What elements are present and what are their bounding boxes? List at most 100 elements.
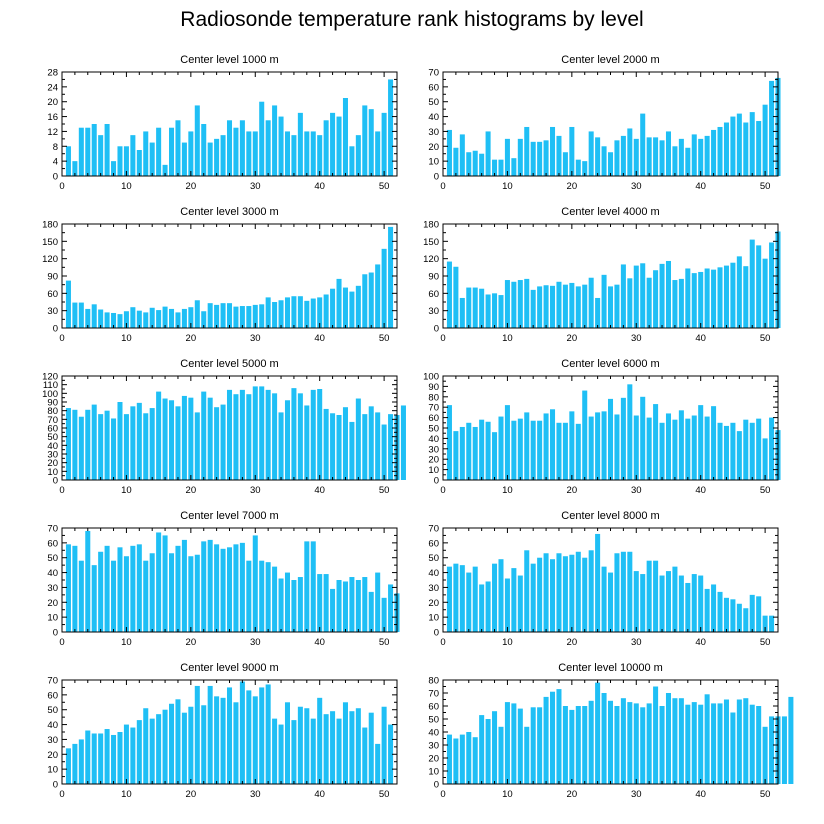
bar (65, 748, 71, 784)
bar (530, 141, 536, 176)
bar (517, 138, 523, 176)
bar (550, 285, 556, 328)
bar (246, 560, 252, 632)
y-tick-label: 90 (47, 398, 58, 409)
bar (723, 265, 729, 328)
y-tick-label: 70 (47, 415, 58, 426)
bar (123, 311, 129, 328)
bar (607, 700, 614, 784)
bar (201, 705, 207, 784)
y-tick-label: 4 (53, 157, 58, 168)
bar (543, 285, 549, 328)
bar (85, 530, 91, 632)
y-tick-label: 10 (47, 613, 58, 624)
bar (517, 708, 523, 784)
bar (575, 159, 581, 176)
panel-title: Center level 3000 m (180, 206, 278, 218)
x-tick-label: 10 (502, 181, 513, 192)
y-tick-label: 30 (428, 741, 439, 752)
bar (317, 697, 323, 784)
bar (653, 560, 659, 632)
bar (472, 426, 478, 480)
bar (575, 423, 581, 480)
bar (524, 412, 530, 480)
bar (517, 575, 523, 632)
bar (207, 303, 213, 328)
x-tick-label: 20 (567, 181, 578, 192)
y-tick-label: 12 (47, 127, 58, 138)
bar (749, 422, 755, 480)
bar (743, 122, 749, 176)
bar (291, 135, 297, 176)
bar (550, 409, 556, 480)
bar (233, 394, 239, 480)
bar (388, 724, 394, 784)
bar (453, 738, 459, 784)
bar (169, 127, 175, 176)
bar (769, 716, 775, 784)
x-tick-label: 10 (502, 637, 513, 648)
bar (130, 545, 136, 632)
bar (704, 416, 710, 480)
bar (85, 730, 91, 784)
bar (252, 386, 258, 480)
bar (310, 718, 316, 784)
bar (498, 726, 504, 784)
bar (640, 263, 646, 328)
x-tick-label: 30 (631, 333, 642, 344)
bar (297, 706, 303, 784)
bar (330, 588, 336, 632)
bar (633, 571, 639, 632)
bar (769, 242, 775, 328)
x-tick-label: 40 (314, 789, 325, 800)
bar (543, 413, 549, 480)
x-tick-label: 30 (250, 333, 261, 344)
x-tick-label: 30 (631, 637, 642, 648)
bar (472, 566, 478, 632)
bar (297, 393, 303, 480)
bar (214, 544, 220, 632)
bar (717, 591, 723, 632)
y-tick-label: 30 (428, 306, 439, 317)
bar (156, 532, 162, 632)
y-tick-label: 70 (428, 403, 439, 414)
y-tick-label: 30 (428, 127, 439, 138)
bar (143, 312, 149, 328)
bar (304, 131, 310, 176)
bar (310, 389, 316, 480)
y-tick-label: 120 (423, 254, 439, 265)
bar (388, 584, 394, 632)
y-tick-label: 10 (428, 767, 439, 778)
y-tick-label: 20 (428, 754, 439, 765)
bar (143, 708, 149, 784)
bar (259, 101, 265, 176)
bar (485, 131, 491, 176)
bar (569, 126, 575, 176)
bar (194, 685, 200, 784)
bar (78, 416, 84, 480)
y-tick-label: 90 (428, 382, 439, 393)
bar (349, 291, 355, 328)
bar (504, 702, 510, 784)
bar (453, 266, 459, 328)
bar (156, 310, 162, 328)
x-tick-label: 0 (59, 637, 64, 648)
x-tick-label: 20 (567, 637, 578, 648)
bar (336, 278, 342, 328)
bar (524, 126, 530, 176)
bar (272, 393, 278, 480)
bar (98, 551, 104, 632)
bar (349, 421, 355, 480)
y-tick-label: 60 (428, 413, 439, 424)
bar (117, 547, 123, 632)
bar (136, 402, 142, 480)
bar (136, 544, 142, 632)
bar (149, 408, 155, 480)
bar (162, 306, 168, 328)
bar (375, 743, 381, 784)
bar (485, 421, 491, 480)
bar (723, 597, 729, 632)
bar (342, 407, 348, 480)
bar (284, 572, 290, 632)
